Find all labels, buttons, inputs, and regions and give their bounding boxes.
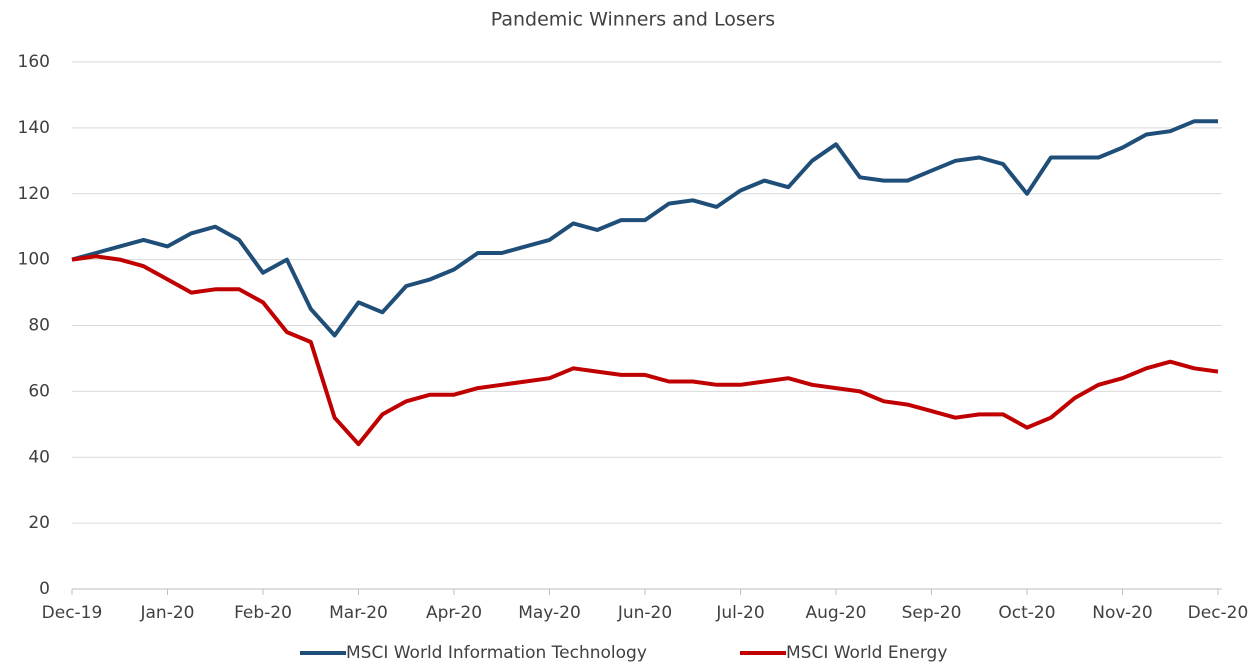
x-tick-label: Dec-20 <box>1188 603 1249 623</box>
y-tick-label: 120 <box>18 184 50 204</box>
x-tick-label: Jan-20 <box>140 603 195 623</box>
series-line <box>71 254 1219 447</box>
x-tick-label: Sep-20 <box>902 603 962 623</box>
y-tick-label: 20 <box>28 513 50 533</box>
legend-label: MSCI World Energy <box>786 643 947 663</box>
y-tick-label: 140 <box>18 118 50 138</box>
x-tick-label: Oct-20 <box>998 603 1055 623</box>
x-tick-label: Dec-19 <box>42 603 103 623</box>
x-tick-label: Mar-20 <box>329 603 388 623</box>
x-tick-label: Aug-20 <box>806 603 867 623</box>
x-tick-label: Feb-20 <box>234 603 292 623</box>
y-tick-label: 80 <box>28 316 50 336</box>
x-tick-label: Nov-20 <box>1092 603 1153 623</box>
y-tick-label: 40 <box>28 447 50 467</box>
y-tick-label: 100 <box>18 250 50 270</box>
y-tick-label: 160 <box>18 52 50 72</box>
y-tick-label: 0 <box>39 579 50 599</box>
y-tick-label: 60 <box>28 381 50 401</box>
legend-label: MSCI World Information Technology <box>346 643 647 663</box>
x-tick-label: Jul-20 <box>715 603 764 623</box>
x-tick-label: May-20 <box>518 603 581 623</box>
series-line <box>71 119 1218 338</box>
x-tick-label: Apr-20 <box>426 603 482 623</box>
chart-title: Pandemic Winners and Losers <box>491 9 775 31</box>
x-tick-label: Jun-20 <box>617 603 672 623</box>
